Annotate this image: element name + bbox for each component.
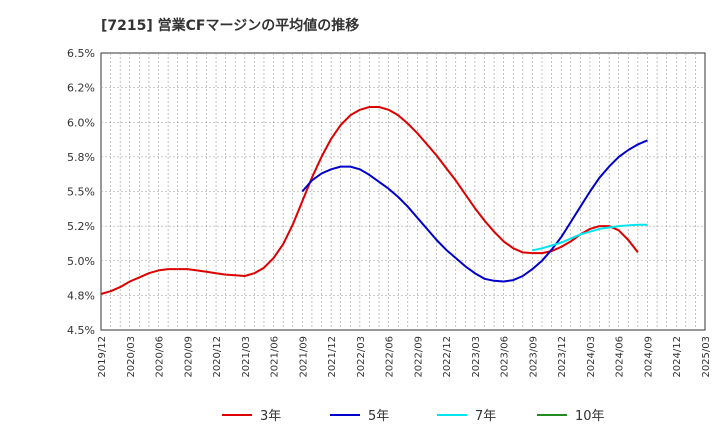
legend-label: 10年: [575, 409, 605, 424]
y-tick-label: 5.5%: [67, 186, 95, 199]
x-tick-label: 2021/03: [241, 336, 252, 378]
x-tick-label: 2020/12: [212, 336, 223, 378]
y-tick-label: 5.0%: [67, 255, 95, 268]
series-line-5年: [301, 139, 648, 283]
x-tick-label: 2021/12: [327, 336, 338, 378]
y-tick-label: 5.8%: [67, 151, 95, 164]
x-tick-label: 2022/03: [356, 336, 367, 378]
x-tick-label: 2023/12: [557, 336, 568, 378]
y-tick-label: 5.2%: [67, 220, 95, 233]
x-tick-label: 2024/06: [615, 336, 626, 378]
x-tick-label: 2020/06: [155, 336, 166, 378]
y-tick-label: 4.8%: [67, 289, 95, 302]
x-tick-label: 2020/03: [126, 336, 137, 378]
chart-title: [7215] 営業CFマージンの平均値の推移: [101, 17, 359, 34]
y-tick-label: 6.5%: [67, 47, 95, 60]
grid: [101, 53, 705, 330]
x-tick-label: 2025/03: [701, 336, 712, 378]
x-tick-label: 2023/03: [471, 336, 482, 378]
x-tick-label: 2022/12: [442, 336, 453, 378]
y-tick-label: 6.0%: [67, 116, 95, 129]
series-line-7年: [532, 223, 648, 252]
x-tick-label: 2024/03: [586, 336, 597, 378]
x-tick-label: 2020/09: [183, 336, 194, 378]
series-line-3年: [100, 106, 639, 295]
x-tick-label: 2019/12: [97, 336, 108, 378]
x-tick-label: 2024/12: [672, 336, 683, 378]
series-lines: [100, 106, 648, 295]
x-tick-label: 2024/09: [643, 336, 654, 378]
x-tick-label: 2023/09: [528, 336, 539, 378]
y-tick-label: 4.5%: [67, 324, 95, 337]
legend-label: 7年: [475, 409, 496, 424]
x-tick-label: 2021/09: [298, 336, 309, 378]
y-axis: 4.5% 4.8% 5.0% 5.2% 5.5% 5.8% 6.0% 6.2% 6.5%: [67, 47, 95, 337]
x-tick-label: 2021/06: [270, 336, 281, 378]
legend-label: 3年: [260, 409, 281, 424]
y-tick-label: 6.2%: [67, 82, 95, 95]
x-tick-label: 2022/06: [385, 336, 396, 378]
x-axis: 2019/12 2020/03 2020/06 2020/09 2020/12 2021/…: [97, 336, 712, 378]
x-tick-label: 2022/09: [413, 336, 424, 378]
x-tick-label: 2023/06: [500, 336, 511, 378]
legend: 3年 5年 7年 10年: [222, 409, 605, 424]
legend-label: 5年: [368, 409, 389, 424]
